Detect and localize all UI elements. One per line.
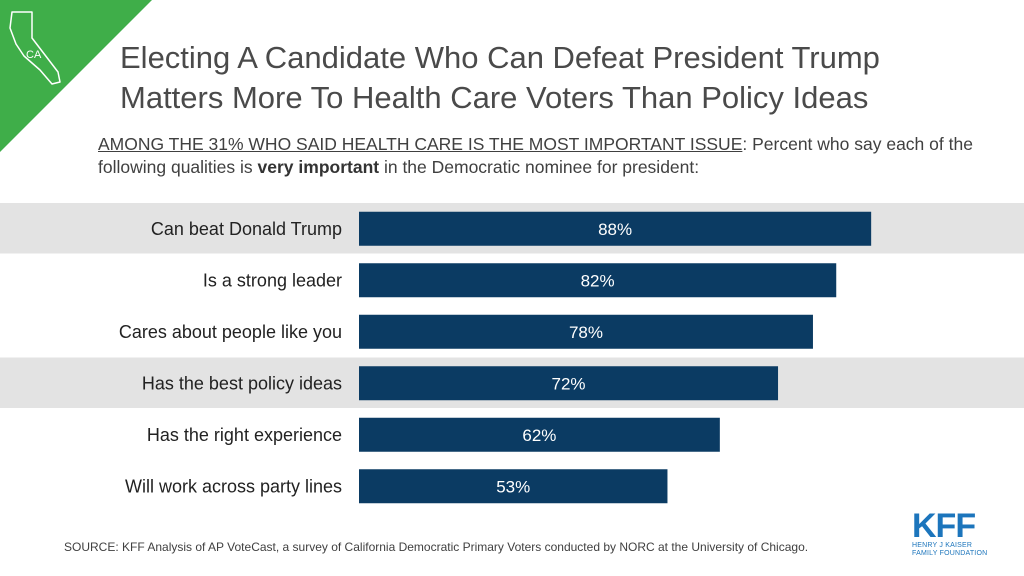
category-label: Cares about people like you [119,322,342,342]
bar [359,314,813,349]
bar [359,211,872,246]
page-title: Electing A Candidate Who Can Defeat Pres… [120,38,1000,118]
title-line-2: Matters More To Health Care Voters Than … [120,80,869,115]
bar-value-label: 72% [552,374,586,393]
kff-logo-line2: FAMILY FOUNDATION [912,550,988,557]
corner-triangle [0,0,152,152]
bar-value-label: 78% [569,323,603,342]
title-line-1: Electing A Candidate Who Can Defeat Pres… [120,40,880,75]
kff-logo-mark: KFF [912,507,976,545]
corner-badge: CA [0,0,152,152]
category-label: Will work across party lines [125,476,342,496]
subtitle-part-2: in the Democratic nominee for president: [379,157,700,177]
bar [359,469,668,504]
subtitle-part-1: : Percent who say each of the following … [98,134,973,177]
bar-chart: Can beat Donald Trump 88% Is a strong lead… [0,203,1024,504]
category-label: Has the right experience [147,425,342,445]
bar-value-label: 88% [598,220,632,239]
bar-value-label: 62% [522,426,556,445]
source-note: SOURCE: KFF Analysis of AP VoteCast, a s… [64,540,809,554]
category-label: Can beat Donald Trump [151,219,342,239]
bar-value-label: 53% [496,477,530,496]
bar [359,417,720,452]
category-label: Has the best policy ideas [142,373,342,393]
california-icon [9,11,61,85]
bar-value-label: 82% [581,271,615,290]
kff-logo-line1: HENRY J KAISER [912,542,973,549]
ca-badge-label: CA [26,49,42,61]
bar [359,366,779,401]
bar [359,263,837,298]
chart-subtitle: AMONG THE 31% WHO SAID HEALTH CARE IS TH… [98,133,998,179]
category-label: Is a strong leader [203,270,342,290]
kff-logo: KFF HENRY J KAISER FAMILY FOUNDATION [912,507,1002,560]
subtitle-underlined: AMONG THE 31% WHO SAID HEALTH CARE IS TH… [98,134,743,154]
subtitle-bold: very important [257,157,380,177]
